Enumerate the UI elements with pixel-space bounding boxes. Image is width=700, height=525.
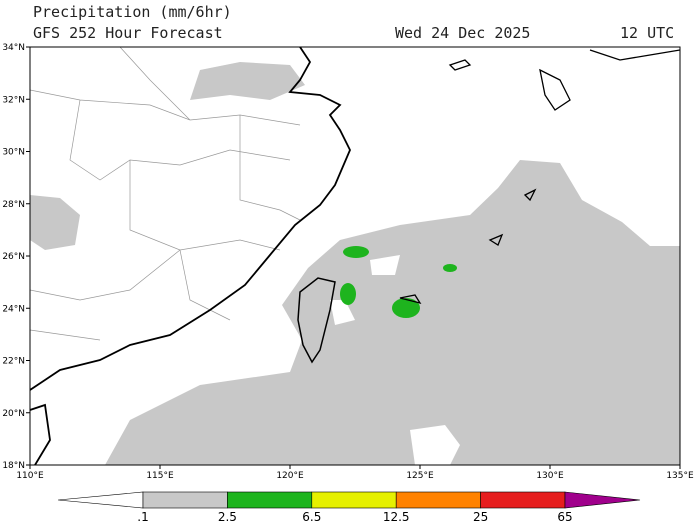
colorbar: .1 2.5 6.5 12.5 25 65 [57, 491, 641, 524]
colorbar-segment [57, 491, 144, 509]
lat-label: 20°N [2, 409, 25, 419]
precip-heavy [340, 283, 356, 305]
colorbar-label: .1 [137, 510, 148, 524]
map [29, 46, 681, 466]
lat-label: 24°N [2, 304, 25, 314]
lon-label: 120°E [276, 471, 304, 481]
title: Precipitation (mm/6hr) [33, 3, 232, 21]
lon-label: 115°E [146, 471, 174, 481]
colorbar-label: 2.5 [218, 510, 237, 524]
colorbar-label: 12.5 [383, 510, 410, 524]
model: GFS 252 Hour Forecast [33, 24, 223, 42]
time: 12 UTC [620, 24, 674, 42]
precip-area [30, 195, 80, 250]
lat-label: 30°N [2, 148, 25, 158]
lat-label: 32°N [2, 95, 25, 105]
lon-label: 130°E [536, 471, 564, 481]
lon-label: 135°E [666, 471, 694, 481]
colorbar-segment [395, 491, 481, 509]
colorbar-segment [227, 491, 313, 509]
precip-heavy [443, 264, 457, 272]
province-borders [30, 47, 301, 341]
colorbar-label: 65 [557, 510, 572, 524]
precip-area [105, 160, 680, 465]
colorbar-segment [480, 491, 566, 509]
taiwan [297, 277, 336, 364]
precip-area [190, 62, 305, 100]
precip-heavy [343, 246, 369, 258]
lat-label: 18°N [2, 461, 25, 471]
colorbar-segment [142, 491, 228, 509]
lat-label: 26°N [2, 252, 25, 262]
colorbar-label: 6.5 [302, 510, 321, 524]
lat-label: 34°N [2, 43, 25, 53]
coastline [30, 47, 351, 465]
colorbar-segment [311, 491, 397, 509]
lat-label: 22°N [2, 357, 25, 367]
islands [399, 49, 680, 305]
colorbar-segment [564, 491, 641, 509]
precip-heavy [392, 298, 420, 318]
lon-label: 125°E [406, 471, 434, 481]
precip-hole [330, 255, 460, 465]
lon-label: 110°E [16, 471, 44, 481]
colorbar-label: 25 [473, 510, 488, 524]
date: Wed 24 Dec 2025 [395, 24, 530, 42]
lat-label: 28°N [2, 200, 25, 210]
